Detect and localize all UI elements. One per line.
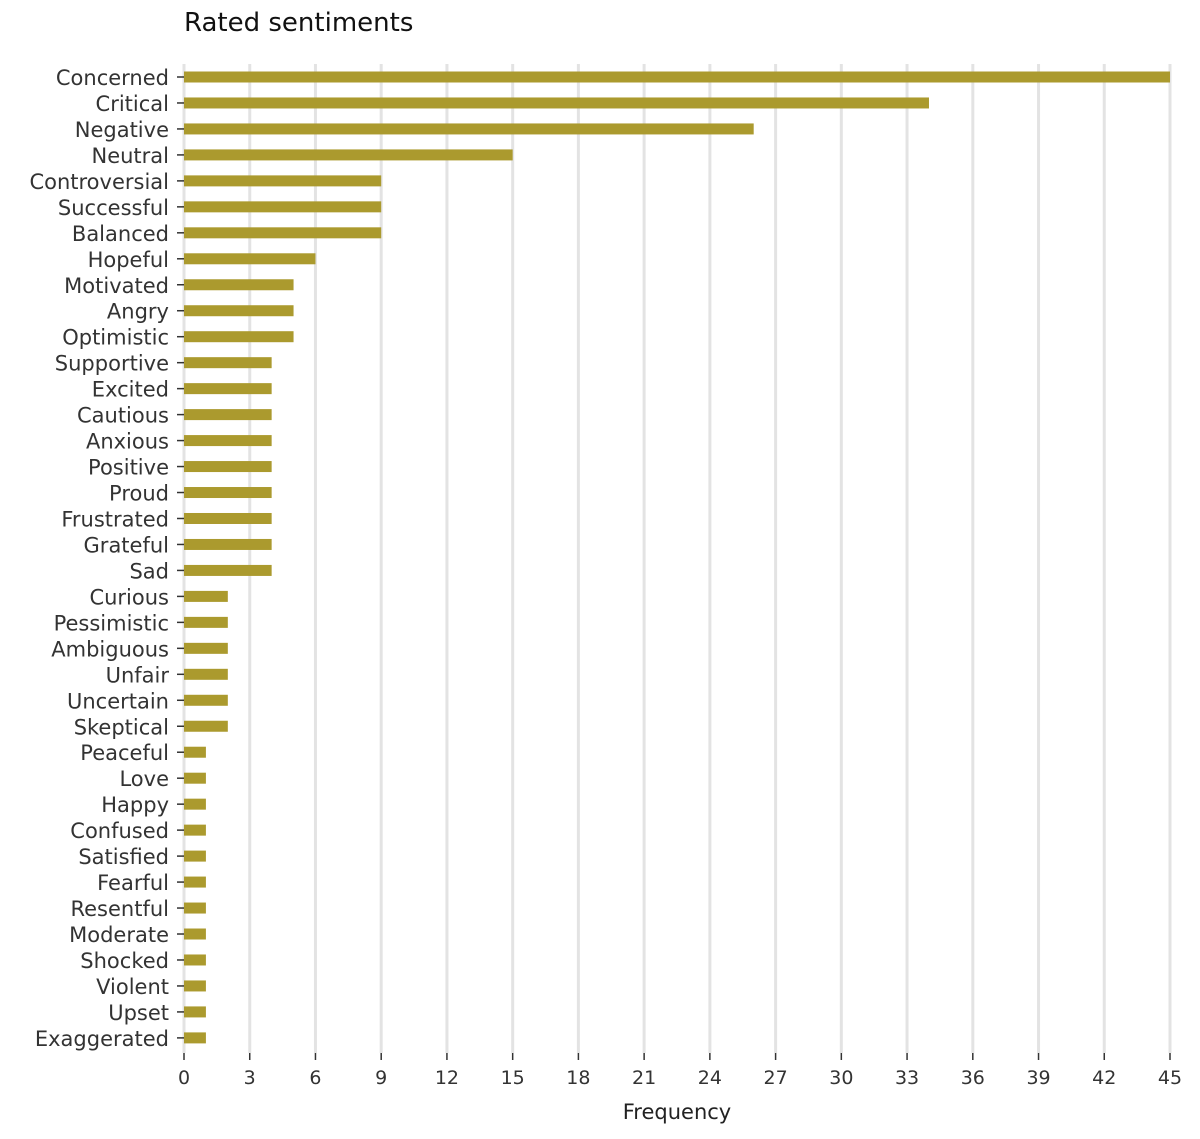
x-tick-label: 18: [566, 1067, 590, 1089]
bars: [184, 71, 1170, 1044]
x-tick-label: 0: [178, 1067, 190, 1089]
x-tick-label: 27: [764, 1067, 788, 1089]
bar: [184, 383, 272, 395]
bar: [184, 694, 228, 706]
x-tick-label: 6: [309, 1067, 321, 1089]
bar: [184, 487, 272, 499]
category-label: Pessimistic: [54, 611, 169, 635]
category-label: Satisfied: [78, 845, 169, 869]
x-tick-label: 45: [1158, 1067, 1182, 1089]
x-axis-label: Frequency: [623, 1100, 732, 1124]
x-tick-label: 15: [501, 1067, 525, 1089]
bar: [184, 668, 228, 680]
bar: [184, 876, 206, 888]
category-label: Anxious: [86, 430, 169, 454]
bar: [184, 720, 228, 732]
bar: [184, 435, 272, 447]
category-label: Frustrated: [61, 507, 169, 531]
x-tick-label: 42: [1092, 1067, 1116, 1089]
category-label: Unfair: [106, 663, 170, 687]
category-label: Hopeful: [88, 248, 169, 272]
category-label: Supportive: [55, 352, 169, 376]
category-label: Fearful: [97, 871, 169, 895]
bar: [184, 798, 206, 810]
category-label: Concerned: [56, 66, 169, 90]
bar: [184, 850, 206, 862]
category-label: Curious: [89, 585, 169, 609]
x-tick-label: 21: [632, 1067, 656, 1089]
bar: [184, 175, 382, 187]
bar: [184, 538, 272, 550]
bar: [184, 954, 206, 966]
bar: [184, 616, 228, 628]
bar: [184, 590, 228, 602]
category-label: Moderate: [69, 923, 169, 947]
x-tick-label: 24: [698, 1067, 722, 1089]
chart-title: Rated sentiments: [184, 8, 414, 38]
bar: [184, 1032, 206, 1044]
category-label: Balanced: [72, 222, 169, 246]
category-label: Skeptical: [74, 715, 169, 739]
bar: [184, 331, 294, 343]
x-tick-label: 39: [1026, 1067, 1050, 1089]
bar: [184, 824, 206, 836]
category-label: Neutral: [91, 144, 169, 168]
category-label: Optimistic: [62, 326, 169, 350]
category-label: Confused: [70, 819, 169, 843]
category-labels: ConcernedCriticalNegativeNeutralControve…: [29, 66, 184, 1051]
bar: [184, 71, 1170, 83]
bar: [184, 149, 513, 161]
x-tick-label: 30: [829, 1067, 853, 1089]
category-label: Violent: [96, 975, 169, 999]
category-label: Critical: [96, 92, 169, 116]
category-label: Proud: [109, 482, 169, 506]
category-label: Sad: [129, 559, 169, 583]
category-label: Shocked: [80, 949, 169, 973]
category-label: Grateful: [84, 533, 169, 557]
bar: [184, 928, 206, 940]
bar: [184, 409, 272, 421]
bar: [184, 642, 228, 654]
bar: [184, 201, 382, 213]
bar: [184, 902, 206, 914]
bar: [184, 772, 206, 784]
bar: [184, 357, 272, 369]
category-label: Negative: [75, 118, 169, 142]
x-tick-label: 3: [244, 1067, 256, 1089]
bar: [184, 1006, 206, 1018]
category-label: Ambiguous: [51, 637, 169, 661]
category-label: Controversial: [29, 170, 169, 194]
x-tick-label: 36: [961, 1067, 985, 1089]
category-label: Angry: [107, 300, 169, 324]
bar: [184, 279, 294, 291]
bar: [184, 305, 294, 317]
bar: [184, 253, 316, 265]
category-label: Uncertain: [67, 689, 169, 713]
category-label: Cautious: [77, 404, 169, 428]
bar: [184, 123, 754, 135]
bar: [184, 512, 272, 524]
bar: [184, 461, 272, 473]
x-tick-label: 33: [895, 1067, 919, 1089]
category-label: Upset: [108, 1001, 169, 1025]
x-tick-label: 12: [435, 1067, 459, 1089]
bar: [184, 227, 382, 239]
bar: [184, 980, 206, 992]
category-label: Exaggerated: [35, 1027, 169, 1051]
bar: [184, 564, 272, 576]
category-label: Love: [119, 767, 169, 791]
category-label: Positive: [88, 456, 169, 480]
category-label: Resentful: [70, 897, 169, 921]
category-label: Excited: [92, 378, 169, 402]
bar: [184, 746, 206, 758]
bar: [184, 97, 929, 109]
category-label: Peaceful: [80, 741, 169, 765]
category-label: Motivated: [64, 274, 169, 298]
x-tick-label: 9: [375, 1067, 387, 1089]
x-ticks: 0 3 6 9 12 15 18 21 24 27 30 33 36 39 42 45: [178, 1053, 1182, 1089]
category-label: Happy: [101, 793, 169, 817]
category-label: Successful: [58, 196, 169, 220]
